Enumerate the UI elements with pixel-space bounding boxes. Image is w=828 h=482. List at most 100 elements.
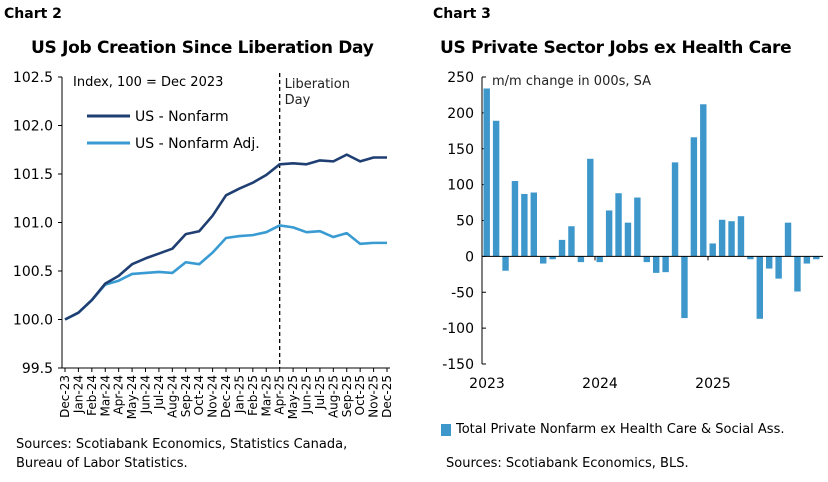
x-tick-label: Jul-25 [313,375,327,410]
bar [718,219,726,257]
bar [615,193,622,257]
chart2-title: US Job Creation Since Liberation Day [31,38,374,58]
bar [728,221,735,257]
legend-label: US - Nonfarm [135,109,229,125]
bar [577,256,585,263]
y-tick-label: -150 [442,357,474,373]
bar [521,193,528,257]
y-tick-label: -50 [451,285,474,301]
chart2-source: Sources: Scotiabank Economics, Statistic… [16,435,347,473]
bar [653,256,660,273]
bar [784,222,792,257]
bar [587,158,594,257]
bar [549,256,556,260]
chart2-label: Chart 2 [4,6,62,22]
annotation-text: Day [285,93,311,108]
x-tick-label: Feb-24 [85,375,99,416]
bar [502,256,509,271]
x-tick-label: Dec-24 [219,375,233,418]
bar [492,120,500,257]
bar [803,256,811,264]
bar [662,256,669,273]
chart3-subtitle: m/m change in 000s, SA [492,74,651,89]
bar [624,222,632,257]
bar [558,239,566,257]
x-tick-label: Oct-25 [353,375,367,415]
y-tick-label: 100.0 [13,313,53,329]
x-tick-label: Sep-25 [340,375,354,417]
x-tick-label: May-25 [286,375,300,419]
bar [511,181,519,257]
y-tick-label: 100 [447,178,474,194]
y-tick-label: 250 [447,70,474,86]
bar [671,162,679,257]
bar [540,256,547,264]
bar [794,256,801,292]
bar [568,226,575,257]
bar [690,137,698,257]
bar [605,210,613,257]
y-tick-label: 102.0 [13,119,53,135]
x-tick-label: Jan-25 [232,375,246,414]
x-tick-label: Sep-24 [179,375,193,417]
x-tick-label: 2024 [582,376,618,392]
bar [596,256,603,263]
bar [747,256,754,260]
bar [634,197,641,257]
y-tick-label: 101.5 [13,167,53,183]
bar [681,256,688,319]
x-tick-label: Aug-25 [326,375,340,418]
x-tick-label: Dec-23 [58,375,72,418]
x-tick-label: Mar-24 [98,375,112,416]
series-line [64,153,387,321]
y-tick-label: 0 [465,249,474,265]
bar [813,256,820,260]
x-tick-label: Feb-25 [246,375,260,416]
x-tick-label: Apr-24 [112,375,126,415]
series-line [64,224,387,321]
x-tick-label: Jan-24 [71,375,85,414]
bar [737,216,745,257]
bar [709,243,716,257]
x-tick-label: Jun-24 [139,375,153,414]
bar [643,256,650,263]
source-line-2: Bureau of Labor Statistics. [16,456,188,471]
bar [700,104,707,257]
bar [766,256,773,269]
chart2-subtitle: Index, 100 = Dec 2023 [73,75,223,90]
bar [530,192,537,257]
bar [483,88,490,257]
y-tick-label: 102.5 [13,70,53,86]
x-tick-label: Aug-24 [165,375,179,418]
y-tick-label: 100.5 [13,264,53,280]
chart3-title: US Private Sector Jobs ex Health Care [440,38,792,58]
x-tick-label: 2023 [469,376,505,392]
bar [775,256,782,279]
x-tick-label: Mar-25 [259,375,273,416]
y-tick-label: 150 [447,142,474,158]
x-tick-label: Jul-24 [152,375,166,410]
legend-swatch [441,423,451,436]
source-line-1: Sources: Scotiabank Economics, Statistic… [16,437,348,452]
y-tick-label: 200 [447,106,474,122]
x-tick-label: 2025 [695,376,731,392]
y-tick-label: 50 [456,214,474,230]
y-tick-label: 99.5 [22,361,53,377]
y-tick-label: 101.0 [13,216,53,232]
y-tick-label: -100 [442,321,474,337]
x-tick-label: Apr-25 [273,375,287,415]
x-tick-label: Dec-25 [380,375,394,418]
chart3-source: Sources: Scotiabank Economics, BLS. [446,456,689,471]
chart3-label: Chart 3 [433,6,491,22]
x-tick-label: Oct-24 [192,375,206,415]
bar [756,256,763,319]
x-tick-label: Jun-25 [300,375,314,414]
legend-label: US - Nonfarm Adj. [135,136,260,152]
x-tick-label: May-24 [125,375,139,419]
x-tick-label: Nov-25 [367,375,381,418]
x-tick-label: Nov-24 [206,375,220,418]
chart3-legend: Total Private Nonfarm ex Health Care & S… [441,422,785,437]
legend-label: Total Private Nonfarm ex Health Care & S… [456,422,785,437]
